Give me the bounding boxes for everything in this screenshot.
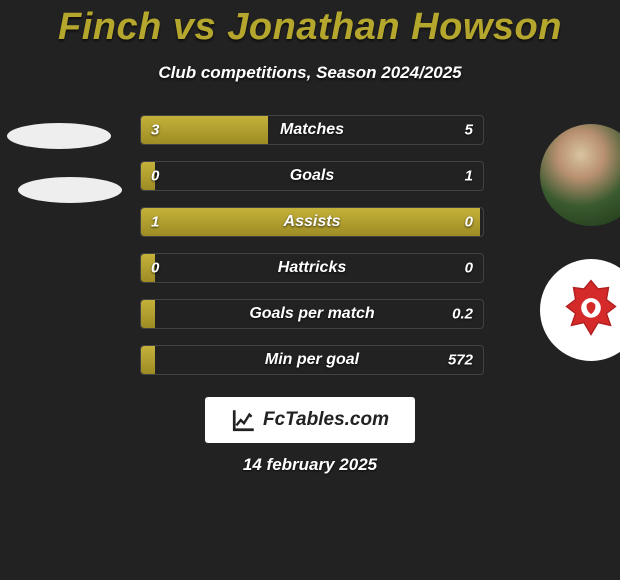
stat-right-value: 0 (465, 260, 473, 277)
stat-bar-fill (141, 346, 155, 374)
stat-label: Goals (290, 167, 334, 185)
subtitle: Club competitions, Season 2024/2025 (0, 63, 620, 83)
player-left-avatar-1 (7, 123, 111, 149)
club-right-badge (540, 259, 620, 361)
stat-label: Hattricks (278, 259, 346, 277)
footer-date: 14 february 2025 (243, 455, 377, 475)
stat-label: Assists (284, 213, 341, 231)
stat-left-value: 1 (151, 214, 159, 231)
stat-row-hattricks: 0 Hattricks 0 (140, 253, 484, 283)
stat-label: Goals per match (249, 305, 374, 323)
site-logo[interactable]: FcTables.com (205, 397, 415, 443)
club-crest-icon (556, 275, 620, 345)
stat-right-value: 5 (465, 122, 473, 139)
stat-bar-fill (141, 300, 155, 328)
stat-left-value: 0 (151, 260, 159, 277)
stat-right-value: 0 (465, 214, 473, 231)
stat-row-goals-per-match: Goals per match 0.2 (140, 299, 484, 329)
stat-row-min-per-goal: Min per goal 572 (140, 345, 484, 375)
site-logo-text: FcTables.com (263, 409, 389, 431)
stat-row-matches: 3 Matches 5 (140, 115, 484, 145)
chart-icon (231, 407, 257, 433)
stat-bar-fill (141, 116, 268, 144)
stat-label: Matches (280, 121, 344, 139)
stat-right-value: 0.2 (452, 306, 473, 323)
stat-left-value: 0 (151, 168, 159, 185)
stat-label: Min per goal (265, 351, 359, 369)
stat-row-goals: 0 Goals 1 (140, 161, 484, 191)
stat-left-value: 3 (151, 122, 159, 139)
player-left-avatar-2 (18, 177, 122, 203)
page-title: Finch vs Jonathan Howson (0, 0, 620, 49)
stat-row-assists: 1 Assists 0 (140, 207, 484, 237)
player-right-avatar (540, 124, 620, 226)
stat-right-value: 572 (448, 352, 473, 369)
stat-right-value: 1 (465, 168, 473, 185)
